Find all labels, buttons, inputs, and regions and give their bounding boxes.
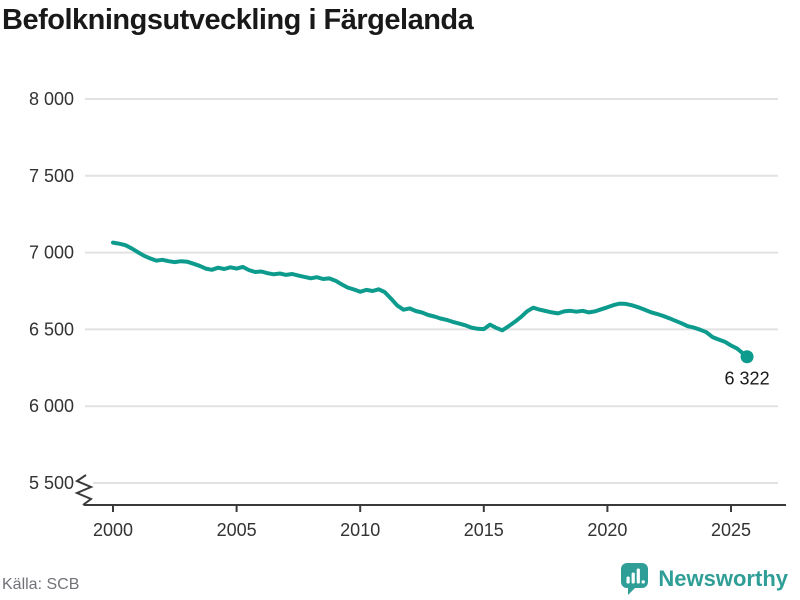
newsworthy-bubble-icon <box>621 563 649 595</box>
newsworthy-wordmark: Newsworthy <box>658 565 788 591</box>
chart-title: Befolkningsutveckling i Färgelanda <box>2 4 474 36</box>
x-tick-label: 2015 <box>464 520 504 540</box>
newsworthy-logo: Newsworthy <box>620 562 788 595</box>
y-tick-label: 8 000 <box>29 89 74 109</box>
x-tick-label: 2005 <box>217 520 257 540</box>
source-note: Källa: SCB <box>2 576 80 593</box>
y-tick-label: 7 500 <box>29 166 74 186</box>
axis-break-icon <box>74 474 94 506</box>
y-tick-label: 5 500 <box>29 473 74 493</box>
last-value-label: 6 322 <box>725 369 770 389</box>
y-tick-label: 6 500 <box>29 319 74 339</box>
x-tick-label: 2010 <box>340 520 380 540</box>
x-tick-label: 2000 <box>93 520 133 540</box>
x-tick-label: 2020 <box>587 520 627 540</box>
last-point-marker <box>740 350 754 364</box>
y-tick-label: 7 000 <box>29 243 74 263</box>
y-tick-label: 6 000 <box>29 396 74 416</box>
population-line <box>111 240 750 359</box>
x-tick-label: 2025 <box>711 520 751 540</box>
